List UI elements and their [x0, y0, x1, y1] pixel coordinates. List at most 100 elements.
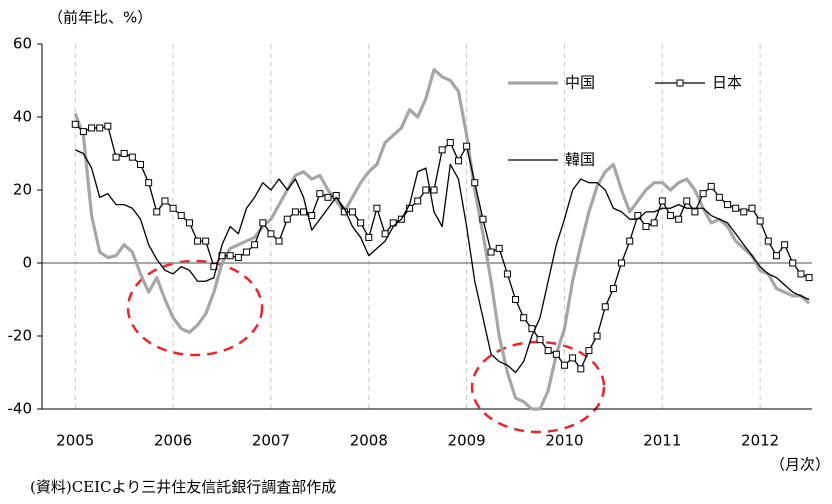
y-tick-label: -20: [8, 327, 33, 345]
data-point: [544, 347, 552, 355]
data-point: [609, 285, 617, 293]
data-point: [145, 179, 153, 187]
data-point: [748, 204, 756, 212]
data-point: [789, 259, 797, 267]
series-line: [73, 67, 811, 411]
data-point: [137, 160, 145, 168]
data-point: [414, 197, 422, 205]
data-point: [128, 153, 136, 161]
data-point: [226, 252, 234, 260]
highlight-ellipse: [126, 259, 264, 357]
legend-label: 韓国: [565, 151, 595, 169]
data-point: [740, 208, 748, 216]
data-point: [715, 193, 723, 201]
x-tick-label: 2011: [643, 432, 681, 450]
x-tick-label: 2008: [350, 432, 388, 450]
data-point: [560, 361, 568, 369]
data-point: [332, 191, 340, 199]
data-point: [642, 223, 650, 230]
data-point: [658, 197, 666, 205]
data-point: [194, 237, 202, 245]
data-point: [520, 314, 528, 322]
x-tick-label: 2007: [252, 432, 290, 450]
data-point: [308, 212, 316, 220]
x-tick-label: 2012: [741, 432, 779, 450]
legend-label: 中国: [565, 74, 595, 92]
data-point: [348, 208, 356, 216]
data-point: [316, 190, 324, 198]
data-point: [120, 150, 128, 157]
data-point: [585, 347, 593, 355]
data-point: [161, 197, 169, 205]
data-point: [577, 365, 585, 373]
data-point: [177, 212, 185, 220]
data-point: [79, 128, 87, 136]
data-point: [291, 208, 299, 216]
data-point: [365, 233, 373, 241]
data-point: [512, 296, 520, 303]
y-axis-label: （前年比、%）: [48, 9, 152, 27]
data-point: [71, 120, 79, 128]
data-point: [463, 142, 471, 150]
legend-marker: [676, 79, 684, 87]
legend-label: 日本: [712, 74, 742, 92]
data-point: [275, 237, 283, 245]
data-point: [756, 217, 764, 225]
data-point: [430, 186, 438, 194]
y-tick-label: 40: [13, 108, 32, 126]
y-tick-label: 0: [22, 254, 32, 272]
data-point: [422, 186, 430, 194]
x-tick-label: 2005: [56, 432, 94, 450]
data-point: [267, 230, 275, 238]
y-tick-label: 20: [13, 181, 32, 199]
data-point: [601, 303, 609, 311]
x-tick-label: 2009: [448, 432, 486, 450]
data-point: [552, 350, 560, 358]
data-point: [797, 270, 805, 278]
data-point: [699, 190, 707, 198]
data-point: [772, 252, 780, 260]
data-point: [438, 146, 446, 154]
data-point: [300, 208, 308, 216]
data-point: [357, 219, 365, 227]
data-point: [169, 204, 177, 212]
data-point: [536, 336, 544, 344]
data-point: [569, 354, 577, 362]
data-point: [487, 248, 495, 256]
data-point: [805, 274, 813, 282]
legend-item: 日本: [655, 74, 742, 92]
data-point: [202, 237, 210, 245]
data-point: [185, 219, 193, 227]
data-point: [446, 139, 454, 147]
legend-item: 韓国: [508, 151, 595, 169]
data-point: [707, 182, 715, 190]
series-line: [75, 149, 810, 374]
legend-item: 中国: [508, 74, 595, 92]
data-point: [675, 215, 683, 223]
data-point: [626, 237, 634, 245]
data-point: [471, 179, 479, 187]
data-point: [88, 124, 96, 132]
data-point: [724, 201, 732, 209]
data-point: [104, 122, 112, 130]
x-tick-label: 2006: [154, 432, 192, 450]
data-point: [112, 153, 120, 161]
data-point: [479, 215, 487, 223]
x-tick-label: 2010: [545, 432, 583, 450]
data-point: [781, 241, 789, 249]
data-point: [503, 270, 511, 278]
data-point: [324, 193, 332, 201]
data-point: [732, 204, 740, 212]
data-point: [495, 244, 503, 252]
data-point: [373, 204, 381, 212]
x-axis-label: （月次）: [770, 456, 830, 474]
y-tick-label: 60: [13, 35, 32, 53]
data-point: [455, 157, 463, 165]
data-point: [381, 230, 389, 238]
data-point: [283, 215, 291, 223]
data-point: [593, 332, 601, 340]
data-point: [666, 212, 674, 220]
data-point: [251, 241, 259, 249]
data-point: [259, 219, 267, 227]
